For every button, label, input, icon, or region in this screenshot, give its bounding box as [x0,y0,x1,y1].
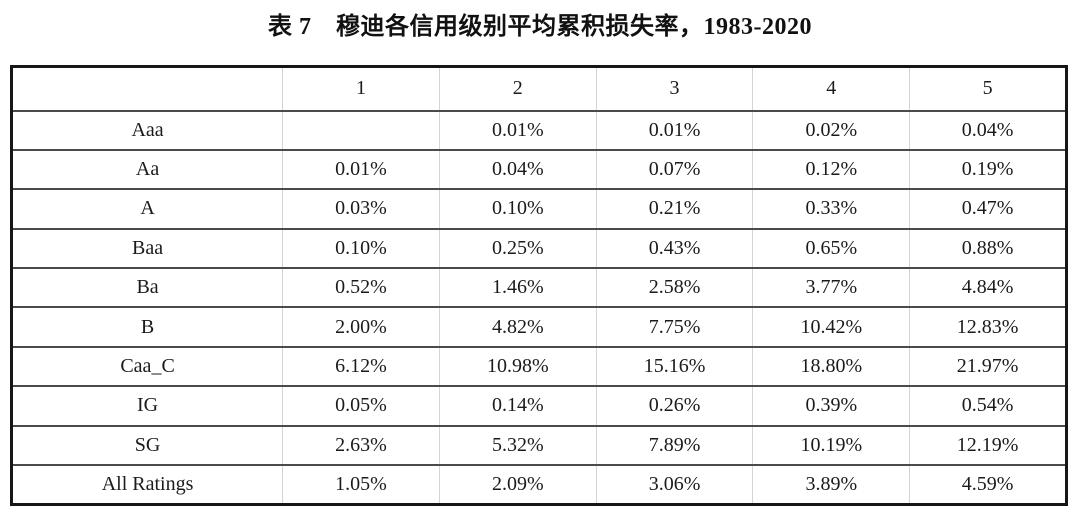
row-label: SG [11,425,284,467]
table-body: Aaa 0.01% 0.01% 0.02% 0.04% Aa 0.01% 0.04% 0.07%… [11,110,1067,505]
cell-value: 0.52% [282,268,440,309]
row-label: IG [11,386,284,427]
cell-value: 2.63% [282,425,440,467]
cell-value: 12.19% [909,425,1067,467]
cell-value: 0.21% [596,189,754,230]
cell-value: 0.07% [596,149,754,191]
cell-value: 2.58% [596,268,754,309]
cell-value: 0.04% [909,110,1067,151]
table-row: Baa 0.10% 0.25% 0.43% 0.65% 0.88% [11,228,1067,270]
header-cell-year-5: 5 [909,66,1067,112]
table-row: Aaa 0.01% 0.01% 0.02% 0.04% [11,110,1067,151]
cell-value: 0.01% [282,149,440,191]
cell-value: 4.84% [909,268,1067,309]
cell-value: 4.59% [961,473,1014,495]
table-row: Caa_C 6.12% 10.98% 15.16% 18.80% 21.97% [11,346,1067,388]
cell-value: 3.06% [596,465,754,505]
cell-value: 0.54% [909,386,1067,427]
cell-value [282,110,440,151]
cell-value: 0.25% [439,228,597,270]
row-label: Baa [11,228,284,270]
table-row: SG 2.63% 5.32% 7.89% 10.19% 12.19% [11,425,1067,467]
cell-value: 0.88% [909,228,1067,270]
cell-value: 0.12% [752,149,911,191]
cell-value: 10.98% [439,346,597,388]
cell-value: 0.33% [752,189,911,230]
cell-value: 0.01% [439,110,597,151]
cell-value: 10.42% [752,307,911,348]
cell-value: 18.80% [752,346,911,388]
cell-value: 0.05% [282,386,440,427]
row-label: Ba [11,268,284,309]
cell-value: 0.65% [752,228,911,270]
header-cell-year-3: 3 [596,66,754,112]
cell-value: 12.83% [909,307,1067,348]
cell-value: 0.43% [596,228,754,270]
row-label: A [11,189,284,230]
cell-value: 21.97% [909,346,1067,388]
header-cell-year-4: 4 [752,66,911,112]
table-row: All Ratings 1.05% 2.09% 3.06% 3.89% 4.59% [11,465,1067,505]
cell-value: 15.16% [596,346,754,388]
cell-value: 3.89% [752,465,911,505]
cell-value: 7.75% [596,307,754,348]
row-label: Caa_C [11,346,284,388]
cell-value: 0.10% [282,228,440,270]
cell-value: 10.19% [752,425,911,467]
row-label: Aa [11,149,284,191]
cell-value: 5.32% [439,425,597,467]
cell-value: 4.82% [439,307,597,348]
cell-value: 7.89% [596,425,754,467]
cell-value: 0.19% [909,149,1067,191]
table-row: A 0.03% 0.10% 0.21% 0.33% 0.47% [11,189,1067,230]
table-row: Aa 0.01% 0.04% 0.07% 0.12% 0.19% [11,149,1067,191]
row-label: All Ratings [11,465,284,505]
cell-value: 1.46% [439,268,597,309]
cell-value: 0.47% [909,189,1067,230]
table-row: Ba 0.52% 1.46% 2.58% 3.77% 4.84% [11,268,1067,309]
cell-value: 0.01% [596,110,754,151]
table-row: IG 0.05% 0.14% 0.26% 0.39% 0.54% [11,386,1067,427]
header-cell-year-2: 2 [439,66,597,112]
cell-value: 3.77% [752,268,911,309]
header-cell-rating [11,66,284,112]
cell-value: 0.14% [439,386,597,427]
cell-value: 2.00% [282,307,440,348]
row-label: Aaa [11,110,284,151]
cell-value: 0.02% [752,110,911,151]
cell-value: 2.09% [439,465,597,505]
table-row: B 2.00% 4.82% 7.75% 10.42% 12.83% [11,307,1067,348]
cell-value: 6.12% [282,346,440,388]
cell-value: 0.03% [282,189,440,230]
header-cell-year-1: 1 [282,66,440,112]
cell-value: 0.26% [596,386,754,427]
cell-value: 0.10% [439,189,597,230]
row-label: B [11,307,284,348]
cell-value: 0.39% [752,386,911,427]
cell-value: 1.05% [282,465,440,505]
table-caption: 表 7 穆迪各信用级别平均累积损失率，1983-2020 [268,14,812,40]
cell-value: 0.04% [439,149,597,191]
